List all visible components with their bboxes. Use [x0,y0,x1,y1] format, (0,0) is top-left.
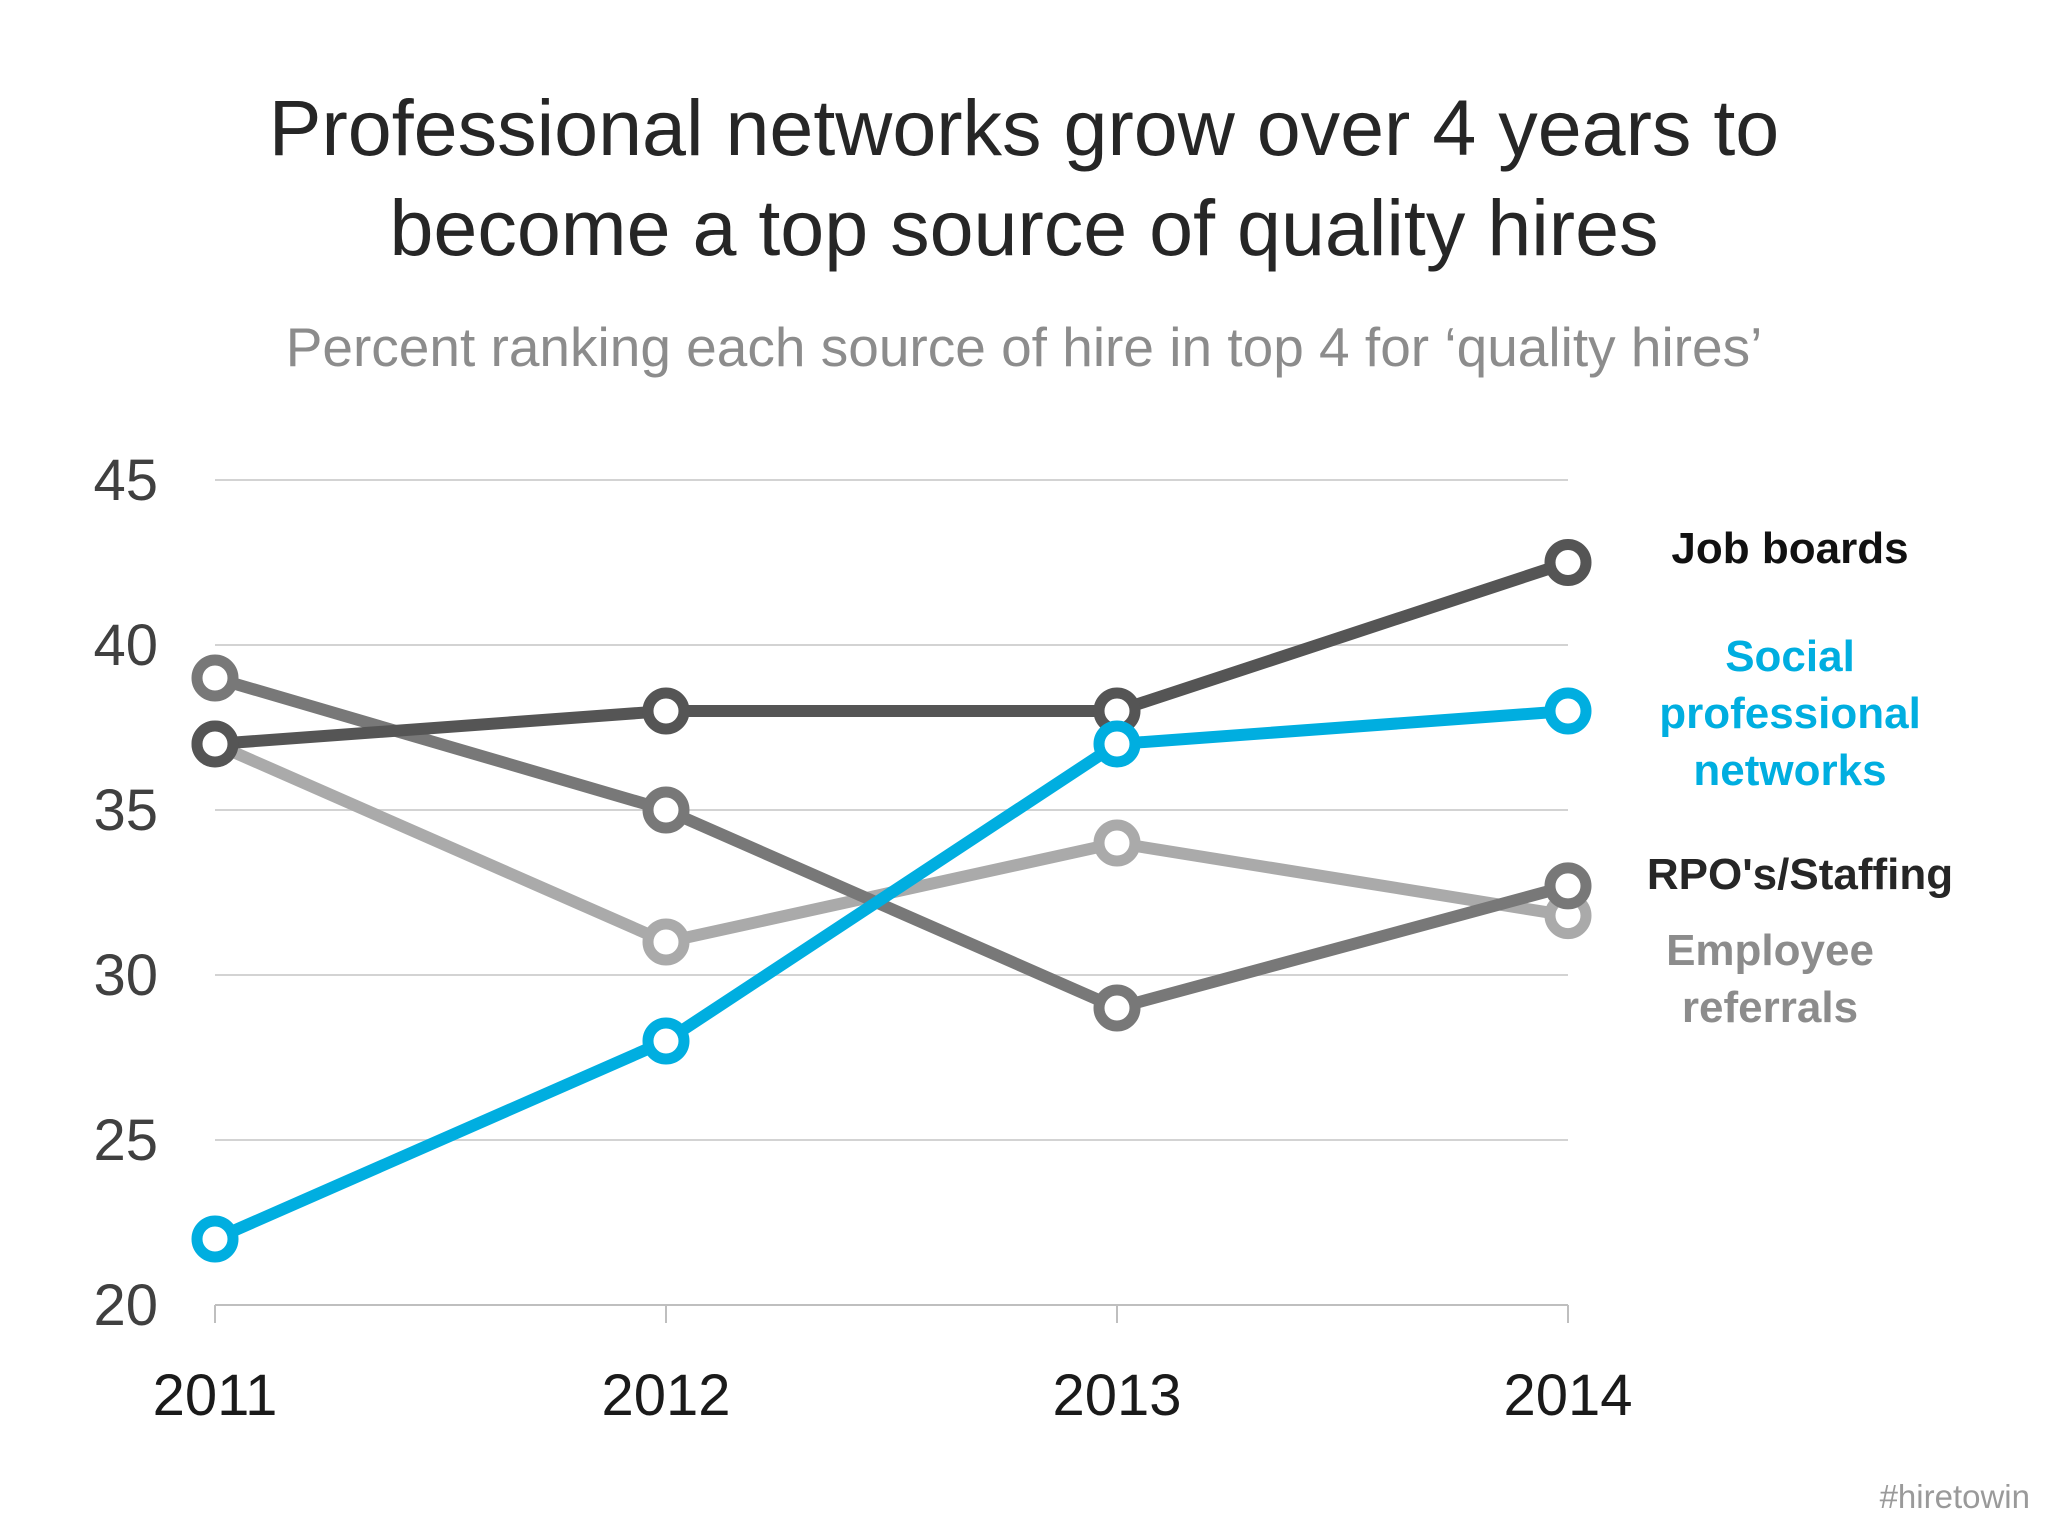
legend-label-social-professional-networks: Social professional networks [1620,628,1960,799]
x-tick-label-2011: 2011 [153,1363,278,1428]
series-employee-referrals [191,720,1592,966]
series-line-rpo-s-staffing [209,672,1574,1014]
data-point-rpo-s-staffing-2013 [1093,984,1141,1032]
legend-label-job-boards-line-1: Job boards [1671,524,1909,573]
x-tick-label-2014: 2014 [1503,1363,1632,1428]
y-tick-label-45: 45 [93,448,158,513]
data-point-rpo-s-staffing-2012 [642,786,690,834]
data-point-job-boards-2012 [642,687,690,735]
legend-label-social-line-2: professional [1659,689,1921,738]
chart-subtitle: Percent ranking each source of hire in t… [285,316,1763,378]
series-line-social-professional-networks [209,705,1574,1245]
data-point-social-professional-networks-2013 [1093,720,1141,768]
data-point-job-boards-2011 [191,720,239,768]
series-rpo-s-staffing [191,654,1592,1032]
data-point-rpo-s-staffing-2011 [191,654,239,702]
y-tick-label-30: 30 [93,943,158,1008]
series-social-professional-networks [191,687,1592,1263]
legend-label-job-boards: Job boards [1620,520,1960,577]
legend-label-rpo-staffing: RPO's/Staffing [1610,846,1990,903]
legend-label-employee-referrals: Employee referrals [1600,922,1940,1036]
axes: 20 25 30 35 40 45 2011 2012 2013 2014 [93,448,1632,1428]
y-tick-label-20: 20 [93,1273,158,1338]
data-point-social-professional-networks-2011 [191,1215,239,1263]
gridlines [215,479,1568,1141]
series-group [191,539,1592,1263]
legend-label-employee-line-2: referrals [1681,983,1859,1032]
series-job-boards [191,539,1592,768]
y-tick-label-35: 35 [93,778,158,843]
chart-title-line-2: become a top source of quality hires [389,183,1659,272]
data-point-social-professional-networks-2014 [1544,687,1592,735]
watermark-hashtag: #hiretowin [1879,1478,2030,1515]
data-point-social-professional-networks-2012 [642,1017,690,1065]
x-tick-label-2012: 2012 [601,1363,730,1428]
chart-title: Professional networks grow over 4 years … [0,78,2048,278]
data-point-job-boards-2014 [1544,539,1592,586]
legend-label-social-line-1: Social [1725,632,1855,681]
chart-title-line-1: Professional networks grow over 4 years … [268,83,1780,172]
y-tick-label-25: 25 [93,1108,158,1173]
data-point-employee-referrals-2013 [1093,819,1141,867]
data-point-rpo-s-staffing-2014 [1544,862,1592,910]
series-line-job-boards [209,556,1574,750]
legend-label-social-line-3: networks [1693,746,1887,795]
legend-label-rpo-line-1: RPO's/Staffing [1646,850,1954,899]
y-tick-label-40: 40 [93,613,158,678]
legend-label-employee-line-1: Employee [1666,926,1874,975]
x-tick-label-2013: 2013 [1052,1363,1181,1428]
data-point-employee-referrals-2012 [642,918,690,966]
